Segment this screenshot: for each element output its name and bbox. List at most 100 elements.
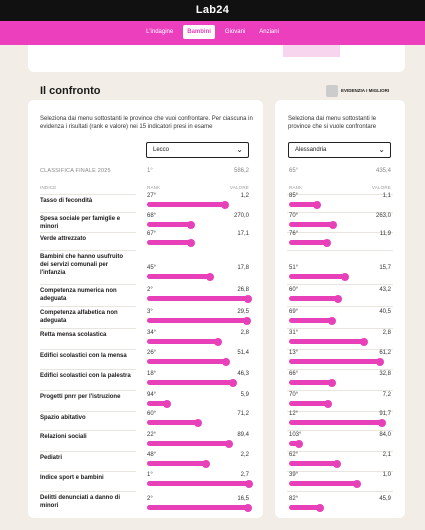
province-select-left[interactable]: Lecco ⌄ bbox=[146, 142, 249, 158]
indicator-label: Edifici scolastici con la mensa bbox=[40, 353, 127, 359]
indicator-marker bbox=[224, 439, 233, 448]
indicator-marker bbox=[323, 399, 332, 408]
indicator-bar bbox=[289, 505, 320, 510]
indicator-row: Edifici scolastici con la mensa 26° 51,4 bbox=[40, 349, 251, 369]
indicator-row: 51° 15,7 bbox=[287, 250, 393, 284]
indicator-marker bbox=[322, 238, 331, 247]
top-bar: Lab24 bbox=[0, 0, 425, 21]
indicator-rank: 67° bbox=[147, 231, 157, 237]
indicator-bar bbox=[289, 274, 346, 279]
panel-description: Seleziona dai menu sottostanti le provin… bbox=[40, 116, 253, 131]
indicator-marker bbox=[341, 272, 350, 281]
row-divider bbox=[287, 369, 393, 370]
indicator-rank: 2° bbox=[147, 287, 153, 293]
province-select-right[interactable]: Alessandria ⌄ bbox=[288, 142, 391, 158]
row-divider bbox=[40, 390, 136, 391]
indicator-label: Verde attrezzato bbox=[40, 236, 87, 242]
indicator-bar bbox=[147, 481, 249, 486]
indicator-value: 2,1 bbox=[382, 452, 391, 458]
indicator-bar bbox=[289, 296, 338, 301]
indicator-row: 69° 40,5 bbox=[287, 306, 393, 328]
indicator-row: 60° 43,2 bbox=[287, 284, 393, 306]
indicator-label: Retta mensa scolastica bbox=[40, 332, 107, 338]
indicator-label: Spazio abitativo bbox=[40, 415, 86, 421]
indicator-bar bbox=[147, 420, 198, 425]
indicator-row: 103° 84,0 bbox=[287, 430, 393, 451]
row-divider bbox=[40, 284, 136, 285]
indicator-rank: 82° bbox=[289, 496, 299, 502]
indicator-rank: 103° bbox=[289, 432, 302, 438]
row-divider bbox=[287, 328, 393, 329]
indicator-row: Tasso di fecondità 27° 1,2 bbox=[40, 193, 251, 212]
section-title: Il confronto bbox=[40, 85, 101, 97]
indicator-row: Relazioni sociali 22° 89,4 bbox=[40, 430, 251, 451]
indicator-value: 91,7 bbox=[379, 411, 391, 417]
column-header-rank: RANK bbox=[289, 185, 303, 190]
indicator-marker bbox=[163, 399, 172, 408]
row-divider bbox=[287, 250, 393, 251]
indicator-label: Pediatri bbox=[40, 455, 63, 461]
indicator-bar bbox=[289, 420, 382, 425]
column-header-valore: VALORE bbox=[229, 185, 249, 190]
panel-description: Seleziona dai menu sottostanti le provin… bbox=[288, 116, 377, 131]
indicator-row: Progetti pnrr per l'istruzione 94° 5,9 bbox=[40, 390, 251, 411]
indicator-bar bbox=[147, 359, 226, 364]
row-divider bbox=[287, 390, 393, 391]
highlight-best-label: EVIDENZIA I MIGLIORI bbox=[341, 88, 390, 93]
indicator-rank: 31° bbox=[289, 330, 299, 336]
indicator-row: 66° 32,8 bbox=[287, 369, 393, 390]
indicator-row: 70° 263,0 bbox=[287, 212, 393, 232]
indicator-value: 32,8 bbox=[379, 371, 391, 377]
indicator-row: Pediatri 48° 2,2 bbox=[40, 451, 251, 471]
indicator-bar bbox=[147, 222, 191, 227]
indicator-value: 263,0 bbox=[375, 213, 391, 219]
indicator-bar bbox=[147, 240, 191, 245]
indicator-rank: 13° bbox=[289, 350, 299, 356]
nav-tab[interactable]: Giovani bbox=[224, 29, 246, 35]
indicator-value: 43,2 bbox=[379, 287, 391, 293]
indicator-bar bbox=[147, 318, 247, 323]
indicator-value: 61,2 bbox=[379, 350, 391, 356]
indicator-value: 15,7 bbox=[379, 265, 391, 271]
indicator-value: 16,5 bbox=[237, 496, 249, 502]
indicator-value: 26,8 bbox=[237, 287, 249, 293]
nav-tab[interactable]: Bambini bbox=[183, 25, 215, 39]
indicator-value: 1,1 bbox=[382, 193, 391, 199]
indicator-rank: 94° bbox=[147, 392, 157, 398]
indicator-value: 17,1 bbox=[237, 231, 249, 237]
indicator-marker bbox=[312, 200, 321, 209]
indicator-bar bbox=[147, 401, 168, 406]
highlight-best-checkbox[interactable] bbox=[326, 85, 338, 97]
indicator-label: Relazioni sociali bbox=[40, 434, 87, 440]
previous-card bbox=[28, 45, 405, 72]
indicator-marker bbox=[375, 357, 384, 366]
comparison-panel-right: Seleziona dai menu sottostanti le provin… bbox=[275, 100, 405, 518]
logo[interactable]: Lab24 bbox=[195, 4, 230, 16]
indicator-row: 62° 2,1 bbox=[287, 451, 393, 471]
indicator-marker bbox=[295, 439, 304, 448]
indicator-bar bbox=[147, 505, 248, 510]
indicator-value: 40,5 bbox=[379, 309, 391, 315]
indicator-rank: 70° bbox=[289, 213, 299, 219]
row-divider bbox=[287, 451, 393, 452]
column-header-valore: VALORE bbox=[371, 185, 391, 190]
indicator-row: 85° 1,1 bbox=[287, 193, 393, 212]
row-divider bbox=[40, 451, 136, 452]
indicator-bar bbox=[147, 380, 233, 385]
indicator-value: 89,4 bbox=[237, 432, 249, 438]
indicator-bar bbox=[289, 441, 300, 446]
indicator-value: 11,9 bbox=[379, 231, 391, 237]
comparison-panel-left: Seleziona dai menu sottostanti le provin… bbox=[28, 100, 263, 518]
indicator-label: Bambini che hanno usufruito dei servizi … bbox=[40, 254, 124, 276]
indicator-bar bbox=[289, 222, 333, 227]
nav-tab[interactable]: L'indagine bbox=[146, 29, 174, 35]
indicator-rank: 3° bbox=[147, 309, 153, 315]
indicator-marker bbox=[360, 337, 369, 346]
indicator-value: 51,4 bbox=[237, 350, 249, 356]
indicator-marker bbox=[202, 459, 211, 468]
nav-tab[interactable]: Anziani bbox=[259, 29, 279, 35]
indicator-label: Competenza numerica non adeguata bbox=[40, 288, 117, 302]
indicator-value: 71,2 bbox=[237, 411, 249, 417]
indicator-row: 12° 91,7 bbox=[287, 411, 393, 430]
row-divider bbox=[287, 306, 393, 307]
